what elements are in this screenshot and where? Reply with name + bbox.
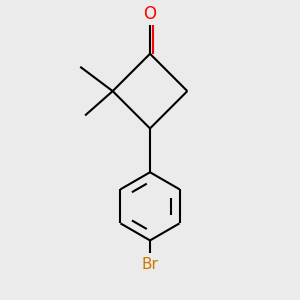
Text: O: O <box>143 5 157 23</box>
Text: Br: Br <box>142 256 158 272</box>
